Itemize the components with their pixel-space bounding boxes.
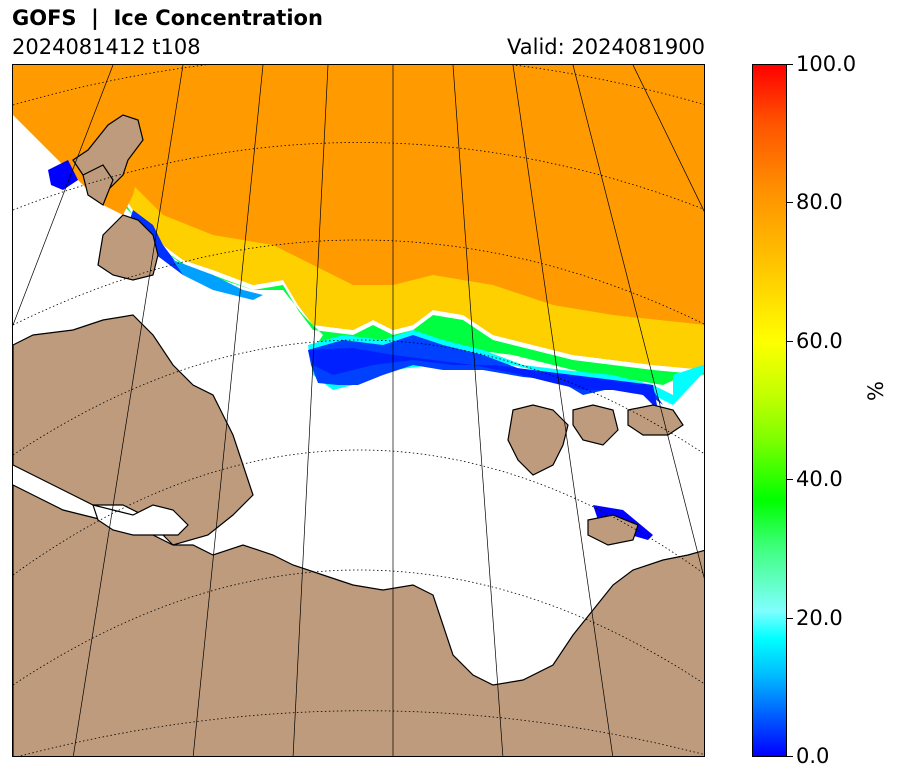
colorbar-tick [787,64,793,65]
valid-label: Valid: 2024081900 [507,35,705,59]
colorbar-tick [787,341,793,342]
colorbar-tick-label: 80.0 [796,190,843,214]
colorbar-tick [787,202,793,203]
colorbar [752,64,787,757]
colorbar-tick-label: 40.0 [796,467,843,491]
graticule [13,65,704,756]
colorbar-tick [787,618,793,619]
colorbar-tick-label: 60.0 [796,329,843,353]
land-masses [13,114,704,756]
colorbar-tick [787,756,793,757]
colorbar-tick [787,479,793,480]
ice-concentration-map [12,64,705,757]
colorbar-unit-label: % [864,381,888,401]
meridians [13,65,704,756]
sea-ice-field [13,65,704,540]
chart-title: GOFS | Ice Concentration [12,6,323,30]
colorbar-tick-label: 100.0 [796,52,857,76]
colorbar-tick-label: 0.0 [796,744,830,768]
colorbar-tick-label: 20.0 [796,606,843,630]
run-label: 2024081412 t108 [12,35,201,59]
